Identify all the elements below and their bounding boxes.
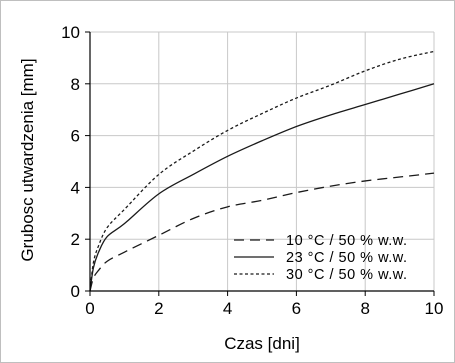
y-tick-label: 8 [71,75,80,94]
axes [85,31,435,296]
y-tick-labels: 0 2 4 6 8 10 [61,23,80,301]
x-tick-label: 0 [85,299,94,318]
x-tick-label: 10 [425,299,444,318]
y-tick-label: 0 [71,282,80,301]
legend: 10 °C / 50 % w.w.23 °C / 50 % w.w.30 °C … [234,233,408,283]
series-line-1 [89,172,435,292]
x-tick-label: 8 [360,299,369,318]
y-tick-label: 10 [61,23,80,42]
y-tick-label: 2 [71,230,80,249]
x-axis-label: Czas [dni] [224,334,300,353]
x-tick-labels: 0 2 4 6 8 10 [85,299,443,318]
y-tick-label: 6 [71,127,80,146]
series-line-2 [89,83,435,292]
y-axis-label: Grubosc utwardzenia [mm] [18,58,37,261]
x-tick-label: 2 [154,299,163,318]
legend-label-1: 10 °C / 50 % w.w. [286,233,408,249]
y-tick-label: 4 [71,178,80,197]
x-tick-label: 6 [292,299,301,318]
series-lines [89,50,435,292]
legend-label-3: 30 °C / 50 % w.w. [286,267,408,283]
x-tick-label: 4 [223,299,232,318]
series-line-3 [89,50,435,292]
legend-label-2: 23 °C / 50 % w.w. [286,250,408,266]
